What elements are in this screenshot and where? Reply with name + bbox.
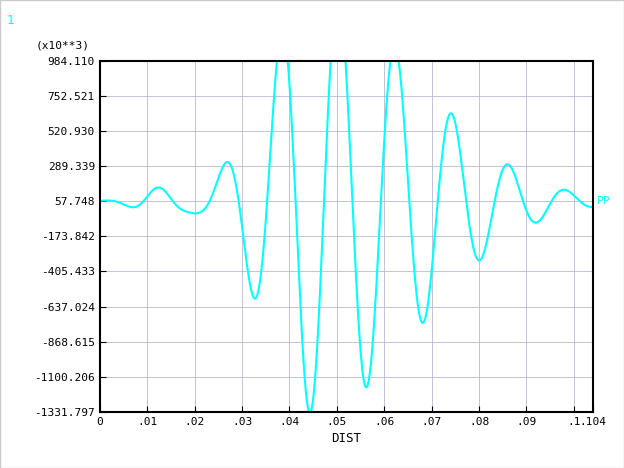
Text: (x10**3): (x10**3) [36,40,90,50]
X-axis label: DIST: DIST [331,432,361,445]
Text: PP: PP [597,196,610,206]
Text: 1: 1 [6,14,14,27]
